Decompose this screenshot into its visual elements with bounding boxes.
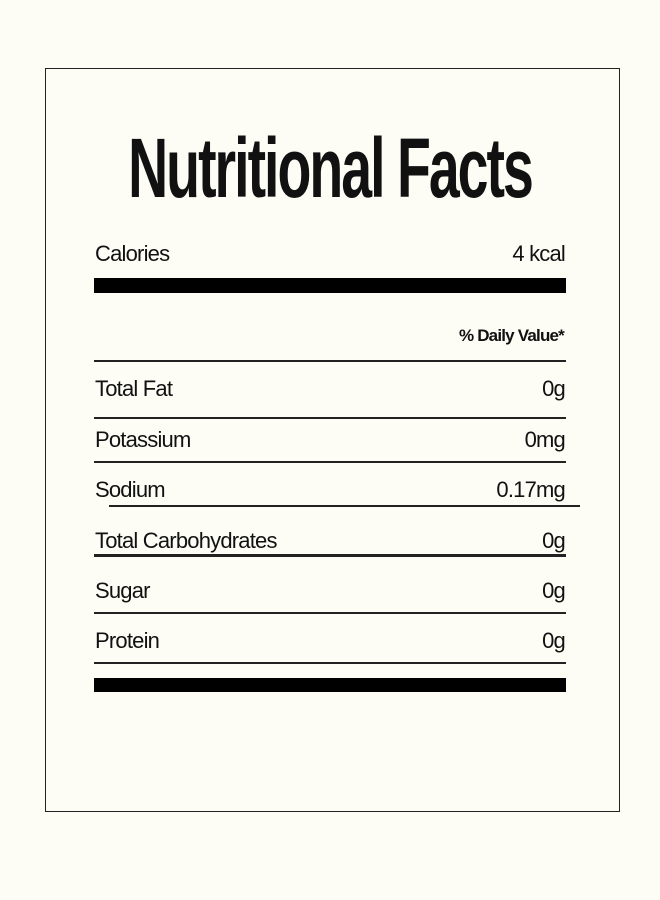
nutrient-label: Total Fat [95, 376, 173, 401]
divider [94, 554, 566, 557]
thick-divider [94, 678, 566, 692]
label-border [45, 68, 620, 812]
nutrient-value: 0mg [524, 427, 566, 452]
nutrient-label: Sugar [95, 578, 151, 603]
nutrient-value: 0g [542, 376, 566, 401]
nutrient-value: 0g [542, 578, 566, 603]
calories-value: 4 kcal [512, 241, 565, 266]
divider [94, 417, 566, 419]
daily-value-header: % Daily Value* [458, 326, 565, 345]
divider [94, 360, 566, 362]
nutrient-label: Protein [95, 628, 160, 653]
nutrient-value: 0g [542, 628, 566, 653]
nutrient-label: Potassium [95, 427, 191, 452]
divider [94, 461, 566, 463]
nutrient-label: Total Carbohydrates [95, 528, 277, 553]
divider [94, 612, 566, 614]
divider [94, 662, 566, 664]
nutrient-label: Sodium [95, 477, 166, 502]
calories-label: Calories [95, 241, 170, 266]
nutrient-value: 0g [542, 528, 566, 553]
nutrient-value: 0.17mg [496, 477, 565, 502]
thick-divider [94, 278, 566, 293]
divider [109, 505, 580, 507]
page-title: Nutritional Facts [128, 121, 534, 215]
